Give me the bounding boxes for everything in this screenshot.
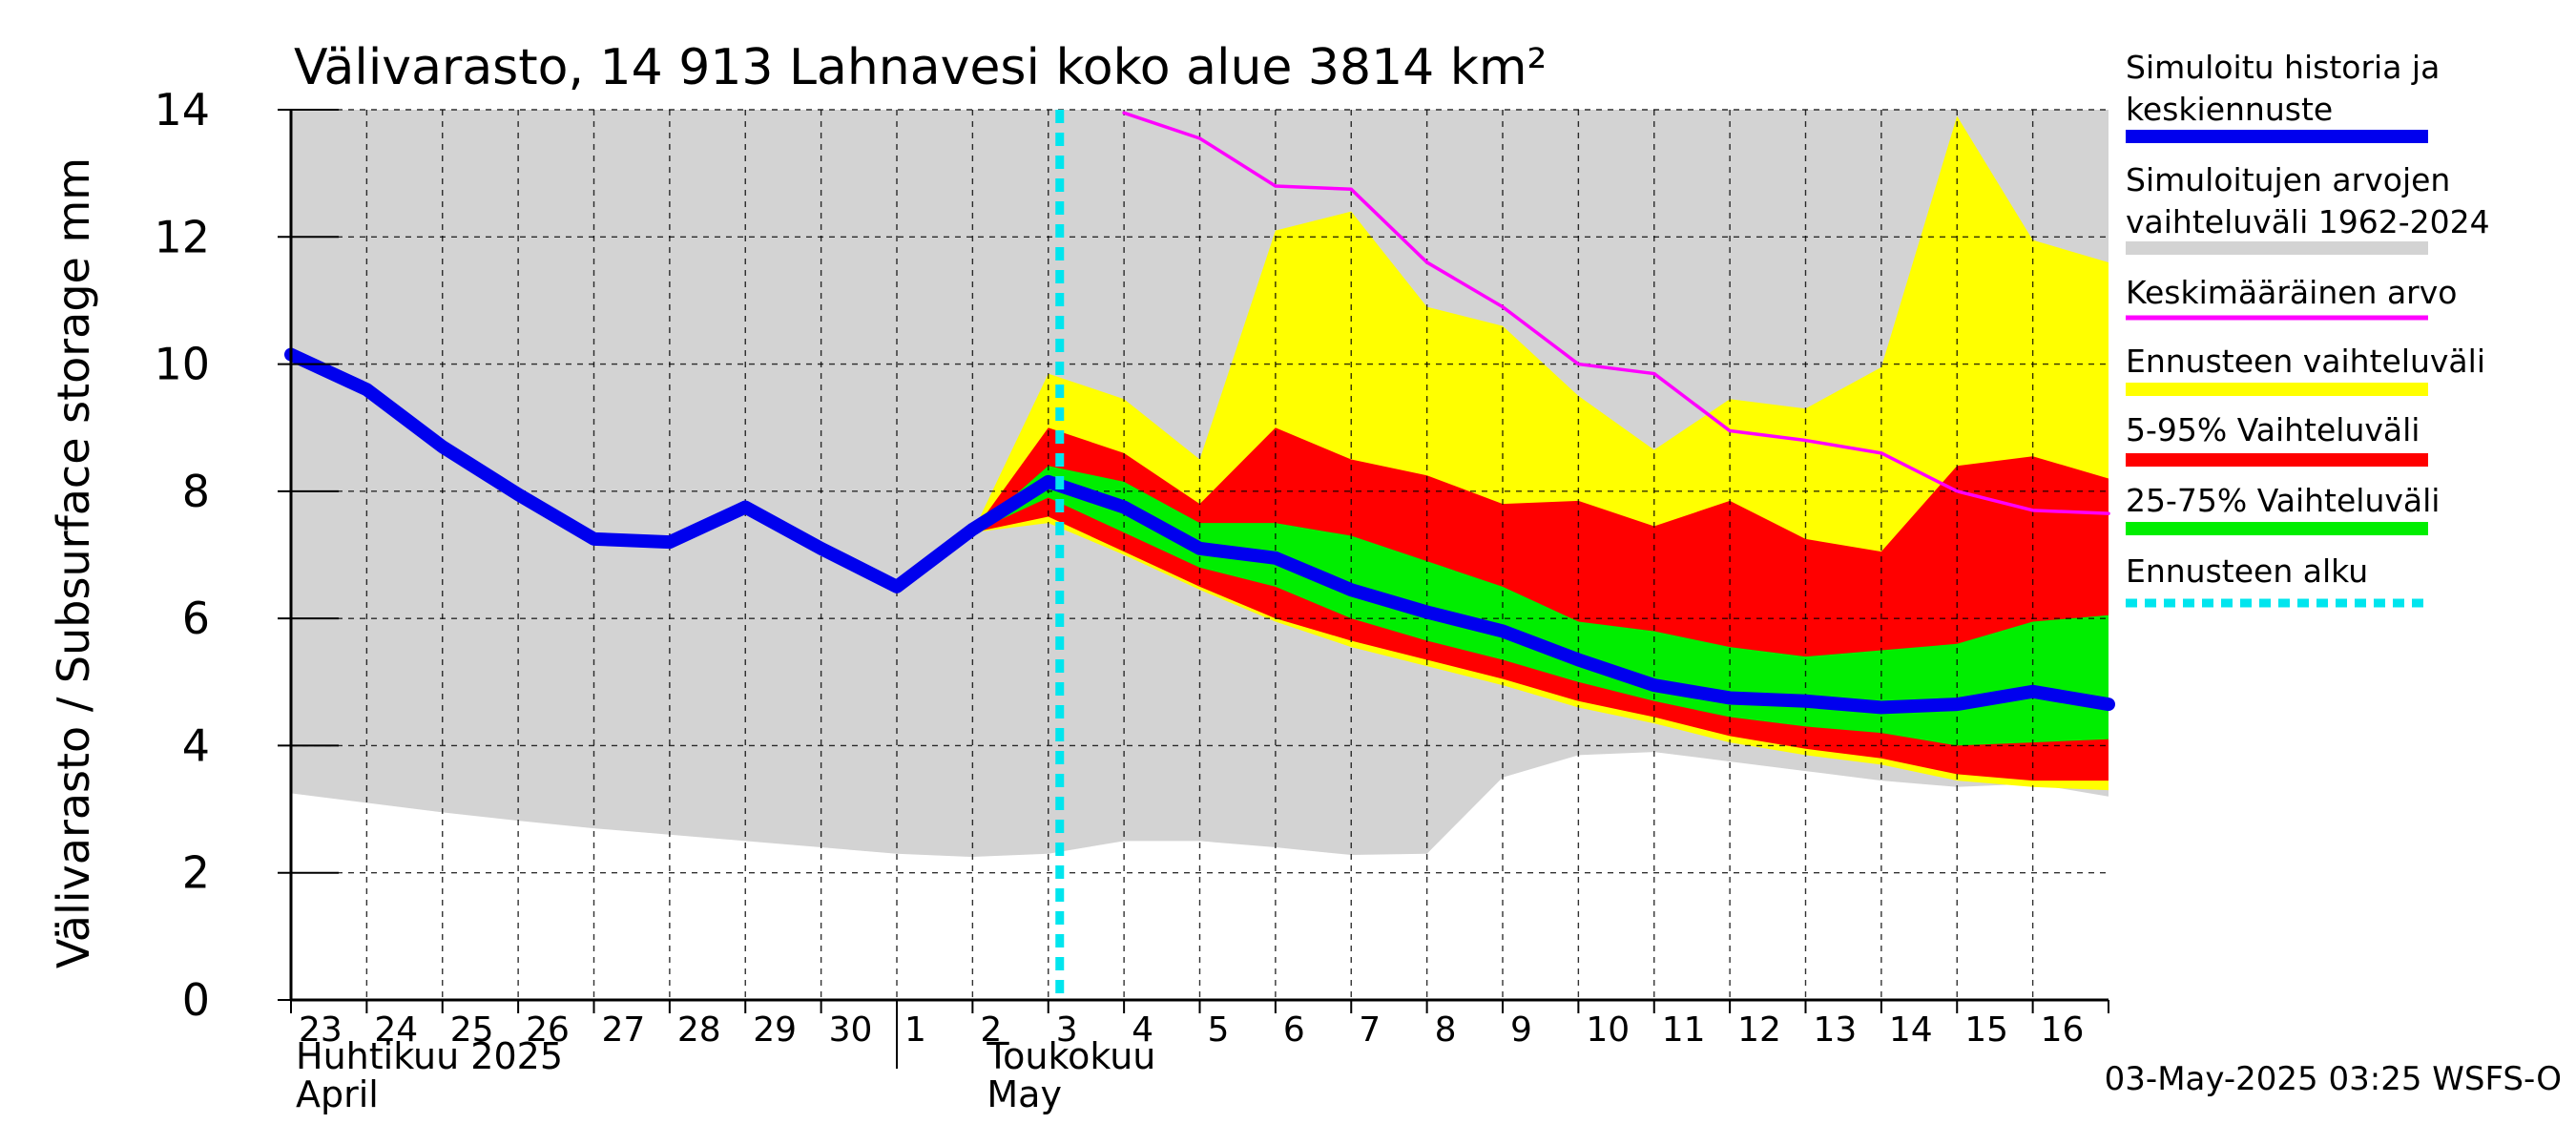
legend-label: Ennusteen vaihteluväli [2126,343,2485,380]
x-tick-label: 24 [374,1010,418,1050]
x-tick-label: 30 [829,1010,873,1050]
x-tick-label: 13 [1814,1010,1858,1050]
chart-title: Välivarasto, 14 913 Lahnavesi koko alue … [294,39,1547,96]
legend-label: Simuloitujen arvojen [2126,161,2450,198]
y-tick-label: 4 [182,719,210,771]
legend-label: vaihteluväli 1962-2024 [2126,203,2490,240]
y-axis-label: Välivarasto / Subsurface storage mm [48,157,99,968]
y-tick-label: 2 [182,847,210,899]
x-tick-label: 5 [1208,1010,1230,1050]
band-25-75-vaihteluv-li [972,466,2109,746]
legend-item: 5-95% Vaihteluväli [2126,411,2428,467]
y-tick-label: 6 [182,593,210,644]
x-tick-label: 9 [1510,1010,1532,1050]
series-line-mean [1122,111,2110,515]
x-tick-label: 27 [602,1010,646,1050]
x-tick-label: 4 [1132,1010,1153,1050]
legend-label: Ennusteen alku [2126,552,2368,590]
x-tick-label: 23 [299,1010,343,1050]
x-tick-label: 2 [980,1010,1002,1050]
x-tick-label: 11 [1662,1010,1706,1050]
x-tick-label: 3 [1056,1010,1078,1050]
legend-item: Simuloitujen arvojen vaihteluväli 1962-20… [2126,161,2490,255]
x-tick-label: 1 [904,1010,926,1050]
legend-label: 25-75% Vaihteluväli [2126,482,2440,519]
x-tick-label: 7 [1359,1010,1381,1050]
x-tick-label: 10 [1586,1010,1630,1050]
legend-item: 25-75% Vaihteluväli [2126,482,2440,535]
month-label-en: May [987,1073,1062,1115]
month-label-en: April [296,1073,379,1115]
y-tick-label: 12 [154,211,210,262]
legend-label: Simuloitu historia ja [2126,49,2440,86]
month-label-fi: Huhtikuu 2025 [296,1035,563,1077]
y-tick-label: 0 [182,974,210,1026]
legend-label: keskiennuste [2126,91,2333,128]
x-tick-label: 12 [1737,1010,1781,1050]
x-tick-label: 8 [1435,1010,1457,1050]
x-tick-label: 16 [2041,1010,2085,1050]
series-line-history-forecast [284,347,2115,715]
legend-label: 5-95% Vaihteluväli [2126,411,2420,448]
x-tick-label: 26 [526,1010,570,1050]
x-tick-label: 14 [1889,1010,1933,1050]
y-tick-label: 8 [182,466,210,517]
legend-item: Ennusteen vaihteluväli [2126,343,2485,396]
timestamp-footer: 03-May-2025 03:25 WSFS-O [2105,1060,2562,1098]
legend-item: Ennusteen alku [2126,552,2428,608]
legend-label: Keskimääräinen arvo [2126,274,2457,311]
y-tick-label: 10 [154,339,210,390]
legend-item: Keskimääräinen arvo [2126,274,2457,321]
y-tick-label: 14 [154,84,210,135]
legend-item: Simuloitu historia ja keskiennuste [2126,49,2440,143]
x-tick-label: 25 [450,1010,494,1050]
x-tick-label: 6 [1283,1010,1305,1050]
legend: Simuloitu historia jakeskiennusteSimuloi… [2126,49,2490,608]
month-label-fi: Toukokuu [986,1035,1155,1077]
plot-area [284,109,2115,1000]
x-tick-label: 28 [677,1010,721,1050]
x-tick-label: 15 [1964,1010,2008,1050]
x-tick-label: 29 [753,1010,797,1050]
